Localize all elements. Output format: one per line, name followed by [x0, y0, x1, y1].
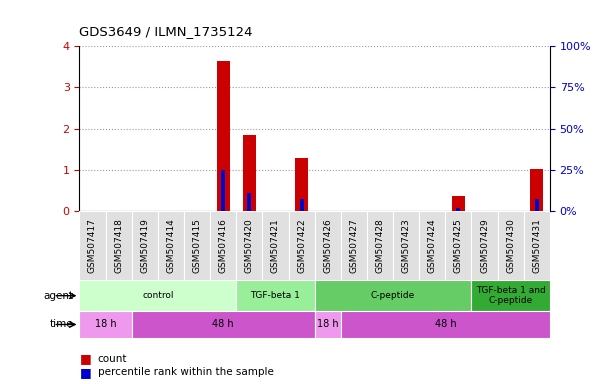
Text: 48 h: 48 h	[434, 319, 456, 329]
Text: GSM507419: GSM507419	[141, 218, 149, 273]
Text: 18 h: 18 h	[317, 319, 338, 329]
Bar	[79, 211, 106, 280]
Bar	[535, 199, 539, 211]
Bar	[236, 280, 315, 311]
Text: GSM507420: GSM507420	[245, 218, 254, 273]
Text: GSM507415: GSM507415	[192, 218, 202, 273]
Text: GSM507424: GSM507424	[428, 218, 437, 273]
Text: ■: ■	[79, 366, 91, 379]
Bar	[288, 211, 315, 280]
Bar	[367, 211, 393, 280]
Bar	[106, 211, 132, 280]
Bar	[393, 211, 419, 280]
Bar	[497, 211, 524, 280]
Text: TGF-beta 1 and
C-peptide: TGF-beta 1 and C-peptide	[476, 286, 546, 305]
Bar	[243, 135, 256, 211]
Bar	[132, 311, 315, 338]
Bar	[315, 280, 472, 311]
Text: control: control	[142, 291, 174, 300]
Bar	[419, 211, 445, 280]
Bar	[262, 211, 288, 280]
Text: count: count	[98, 354, 127, 364]
Text: GSM507417: GSM507417	[88, 218, 97, 273]
Bar	[445, 211, 472, 280]
Bar	[295, 157, 308, 211]
Bar	[132, 211, 158, 280]
Bar	[472, 211, 497, 280]
Text: GSM507416: GSM507416	[219, 218, 228, 273]
Text: time: time	[49, 319, 73, 329]
Text: GSM507430: GSM507430	[506, 218, 515, 273]
Text: agent: agent	[43, 291, 73, 301]
Text: GSM507425: GSM507425	[454, 218, 463, 273]
Text: GSM507421: GSM507421	[271, 218, 280, 273]
Bar	[341, 211, 367, 280]
Text: GSM507418: GSM507418	[114, 218, 123, 273]
Bar	[315, 211, 341, 280]
Text: GSM507414: GSM507414	[166, 218, 175, 273]
Text: C-peptide: C-peptide	[371, 291, 415, 300]
Bar	[472, 280, 550, 311]
Bar	[247, 193, 251, 211]
Text: GSM507423: GSM507423	[401, 218, 411, 273]
Bar	[236, 211, 262, 280]
Bar	[315, 311, 341, 338]
Bar	[210, 211, 236, 280]
Text: GSM507422: GSM507422	[297, 218, 306, 273]
Text: TGF-beta 1: TGF-beta 1	[251, 291, 301, 300]
Text: GDS3649 / ILMN_1735124: GDS3649 / ILMN_1735124	[79, 25, 253, 38]
Text: ■: ■	[79, 353, 91, 366]
Text: GSM507431: GSM507431	[532, 218, 541, 273]
Bar	[79, 280, 236, 311]
Text: 18 h: 18 h	[95, 319, 116, 329]
Text: GSM507427: GSM507427	[349, 218, 359, 273]
Bar	[452, 195, 465, 211]
Bar	[456, 208, 460, 211]
Text: percentile rank within the sample: percentile rank within the sample	[98, 367, 274, 377]
Bar	[341, 311, 550, 338]
Bar	[221, 170, 225, 211]
Bar	[299, 199, 304, 211]
Bar	[79, 311, 132, 338]
Bar	[524, 211, 550, 280]
Bar	[158, 211, 184, 280]
Bar	[184, 211, 210, 280]
Text: GSM507429: GSM507429	[480, 218, 489, 273]
Bar	[530, 169, 543, 211]
Text: 48 h: 48 h	[213, 319, 234, 329]
Bar	[217, 61, 230, 211]
Text: GSM507428: GSM507428	[376, 218, 384, 273]
Text: GSM507426: GSM507426	[323, 218, 332, 273]
